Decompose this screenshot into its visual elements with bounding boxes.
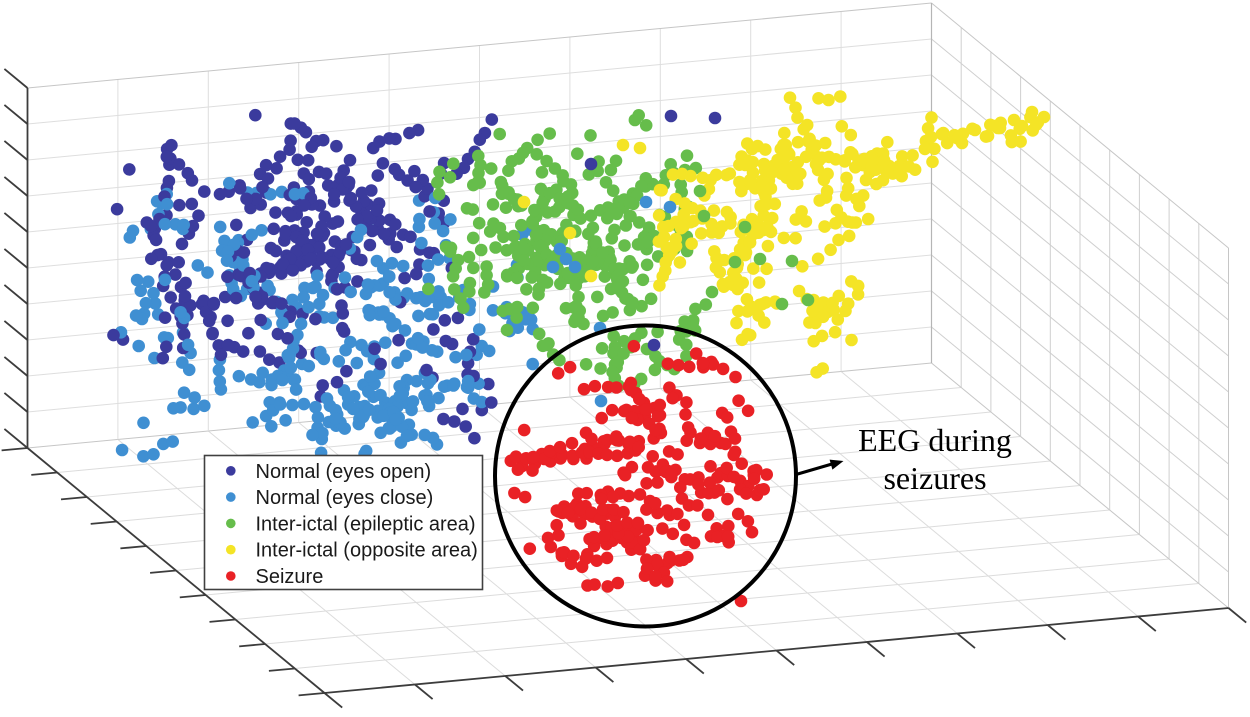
svg-text:Inter-ictal (opposite area): Inter-ictal (opposite area)	[256, 540, 478, 562]
svg-text:Inter-ictal (epileptic area): Inter-ictal (epileptic area)	[256, 513, 476, 535]
svg-text:Normal (eyes open): Normal (eyes open)	[256, 461, 432, 483]
svg-text:seizures: seizures	[883, 460, 986, 496]
svg-text:Seizure: Seizure	[256, 566, 324, 588]
svg-text:EEG during: EEG during	[858, 422, 1012, 458]
svg-text:Normal (eyes close): Normal (eyes close)	[256, 487, 434, 509]
